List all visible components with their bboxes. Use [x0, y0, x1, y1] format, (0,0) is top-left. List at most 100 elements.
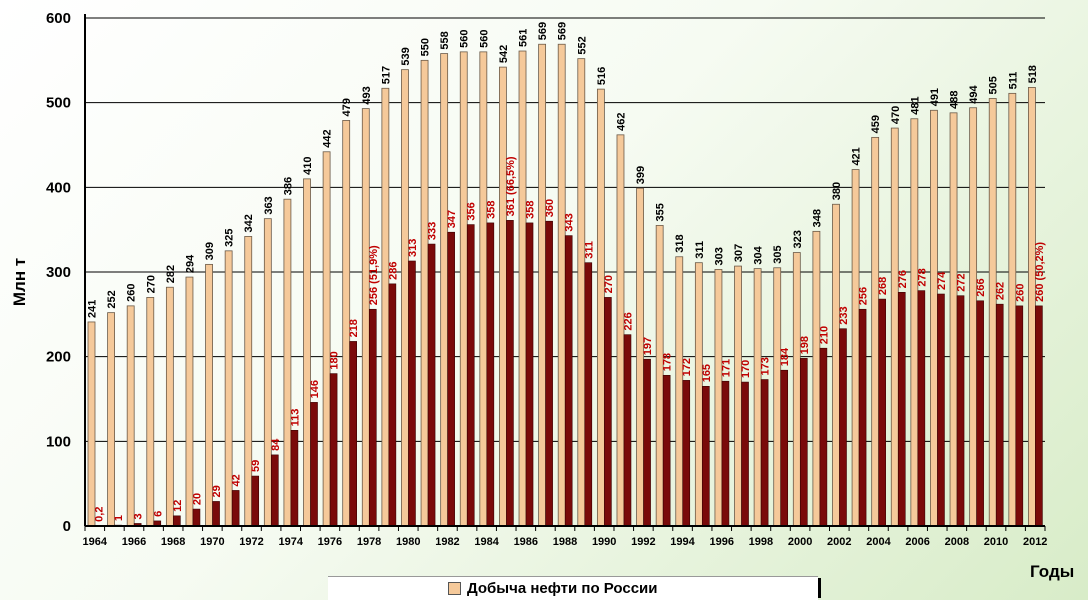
west-siberia-data-label: 210 — [818, 326, 830, 344]
x-tick-label: 1986 — [514, 536, 538, 548]
russia-total-data-label: 481 — [909, 96, 921, 114]
west-siberia-data-label: 256 (51,9%) — [368, 245, 380, 305]
russia-total-data-label: 488 — [949, 90, 961, 108]
west-siberia-bar — [839, 328, 847, 527]
legend: Добыча нефти по России — [328, 576, 818, 600]
west-siberia-bar — [702, 385, 710, 527]
russia-total-bar — [969, 107, 978, 527]
west-siberia-bar — [251, 475, 260, 527]
west-siberia-bar — [858, 308, 867, 527]
russia-total-data-label: 325 — [224, 228, 236, 246]
x-tick-label: 1974 — [278, 536, 303, 548]
west-siberia-bar — [780, 369, 789, 527]
y-tick-label: 600 — [46, 10, 71, 27]
russia-total-bar — [146, 296, 155, 527]
russia-total-bar — [1008, 92, 1017, 527]
russia-total-data-label: 363 — [263, 196, 275, 214]
west-siberia-bar — [231, 490, 240, 527]
west-siberia-bar — [349, 341, 357, 527]
russia-total-bar — [910, 118, 919, 527]
x-tick-label: 1966 — [122, 536, 146, 548]
west-siberia-bar — [447, 231, 455, 527]
russia-total-bar — [185, 276, 194, 527]
west-siberia-bar — [1015, 305, 1024, 527]
y-tick-label: 100 — [46, 433, 71, 450]
russia-total-bar — [734, 265, 742, 527]
y-axis-title: Млн т — [10, 258, 29, 306]
russia-total-data-label: 307 — [733, 244, 745, 262]
russia-total-data-label: 282 — [165, 265, 177, 283]
west-siberia-data-label: 358 — [485, 201, 497, 219]
west-siberia-data-label: 6 — [152, 511, 164, 517]
russia-total-bar — [1028, 87, 1036, 527]
y-axis-ticks: 0 100 200 300 400 500 600 — [46, 10, 71, 535]
west-siberia-data-label: 286 — [387, 261, 399, 279]
russia-total-data-label: 470 — [890, 106, 902, 124]
russia-total-data-label: 380 — [831, 182, 843, 200]
west-siberia-data-label: 218 — [348, 319, 360, 337]
russia-total-bar — [283, 198, 292, 527]
russia-total-data-label: 516 — [596, 67, 608, 85]
russia-total-bar — [988, 98, 997, 527]
russia-total-data-label: 560 — [478, 30, 490, 48]
x-tick-label: 1994 — [670, 536, 695, 548]
west-siberia-data-label: 260 — [1014, 284, 1026, 302]
west-siberia-bar — [506, 220, 514, 527]
west-siberia-bar — [388, 283, 397, 527]
russia-total-data-label: 511 — [1007, 72, 1019, 90]
russia-total-bar — [714, 269, 723, 527]
legend-label: Добыча нефти по России — [467, 580, 658, 597]
russia-total-data-label: 517 — [380, 66, 392, 84]
russia-total-data-label: 491 — [929, 88, 941, 106]
west-siberia-bar — [173, 515, 181, 527]
west-siberia-bar — [290, 430, 299, 527]
west-siberia-data-labels: 0,2 1 3 6 12 20 29 42 59 84 113 146 180 218 256 (51,9%… — [94, 156, 1046, 522]
west-siberia-data-label: 146 — [309, 380, 321, 398]
x-tick-label: 1964 — [83, 536, 108, 548]
y-tick-label: 400 — [46, 179, 71, 196]
west-siberia-data-label: 3 — [133, 513, 145, 519]
west-siberia-data-label: 0,2 — [94, 507, 106, 522]
russia-total-bar — [949, 112, 958, 527]
russia-total-data-label: 305 — [772, 245, 784, 263]
x-axis-title: Годы — [1030, 562, 1074, 581]
legend-swatch — [448, 582, 461, 595]
west-siberia-data-label: 233 — [838, 306, 850, 324]
west-siberia-bar — [643, 358, 651, 527]
russia-total-data-label: 304 — [753, 245, 765, 264]
russia-total-bar — [557, 43, 566, 527]
west-siberia-bar — [604, 297, 612, 527]
russia-total-bar — [773, 267, 782, 527]
west-siberia-data-label: 171 — [720, 359, 732, 377]
x-tick-label: 1990 — [592, 536, 616, 548]
west-siberia-bar — [800, 358, 808, 527]
russia-total-data-label: 539 — [400, 47, 412, 65]
russia-total-bar — [636, 187, 644, 527]
west-siberia-bar — [682, 380, 691, 527]
russia-total-data-label: 323 — [792, 230, 804, 248]
x-tick-label: 2010 — [984, 536, 1008, 548]
russia-total-data-label: 348 — [811, 209, 823, 227]
west-siberia-data-label: 184 — [779, 347, 791, 366]
x-tick-label: 2012 — [1023, 536, 1047, 548]
russia-total-bar — [107, 312, 115, 527]
russia-total-bar — [499, 66, 507, 527]
russia-total-bar — [263, 218, 272, 527]
x-tick-label: 1970 — [200, 536, 224, 548]
russia-total-data-label: 493 — [361, 86, 373, 104]
west-siberia-bar — [623, 334, 632, 527]
west-siberia-bar — [662, 374, 671, 527]
west-siberia-bar — [897, 292, 906, 527]
west-siberia-bar — [956, 295, 965, 527]
y-tick-label: 200 — [46, 349, 71, 366]
russia-total-data-label: 542 — [498, 45, 510, 63]
russia-total-bar — [655, 225, 664, 527]
russia-total-data-label: 569 — [537, 22, 549, 40]
y-tick-label: 0 — [63, 518, 71, 535]
west-siberia-bar — [1035, 305, 1043, 527]
russia-total-data-label: 270 — [145, 275, 157, 293]
west-siberia-data-label: 274 — [936, 271, 948, 290]
x-tick-label: 1980 — [396, 536, 420, 548]
x-tick-label: 1972 — [239, 536, 263, 548]
west-siberia-data-label: 1 — [113, 515, 125, 521]
